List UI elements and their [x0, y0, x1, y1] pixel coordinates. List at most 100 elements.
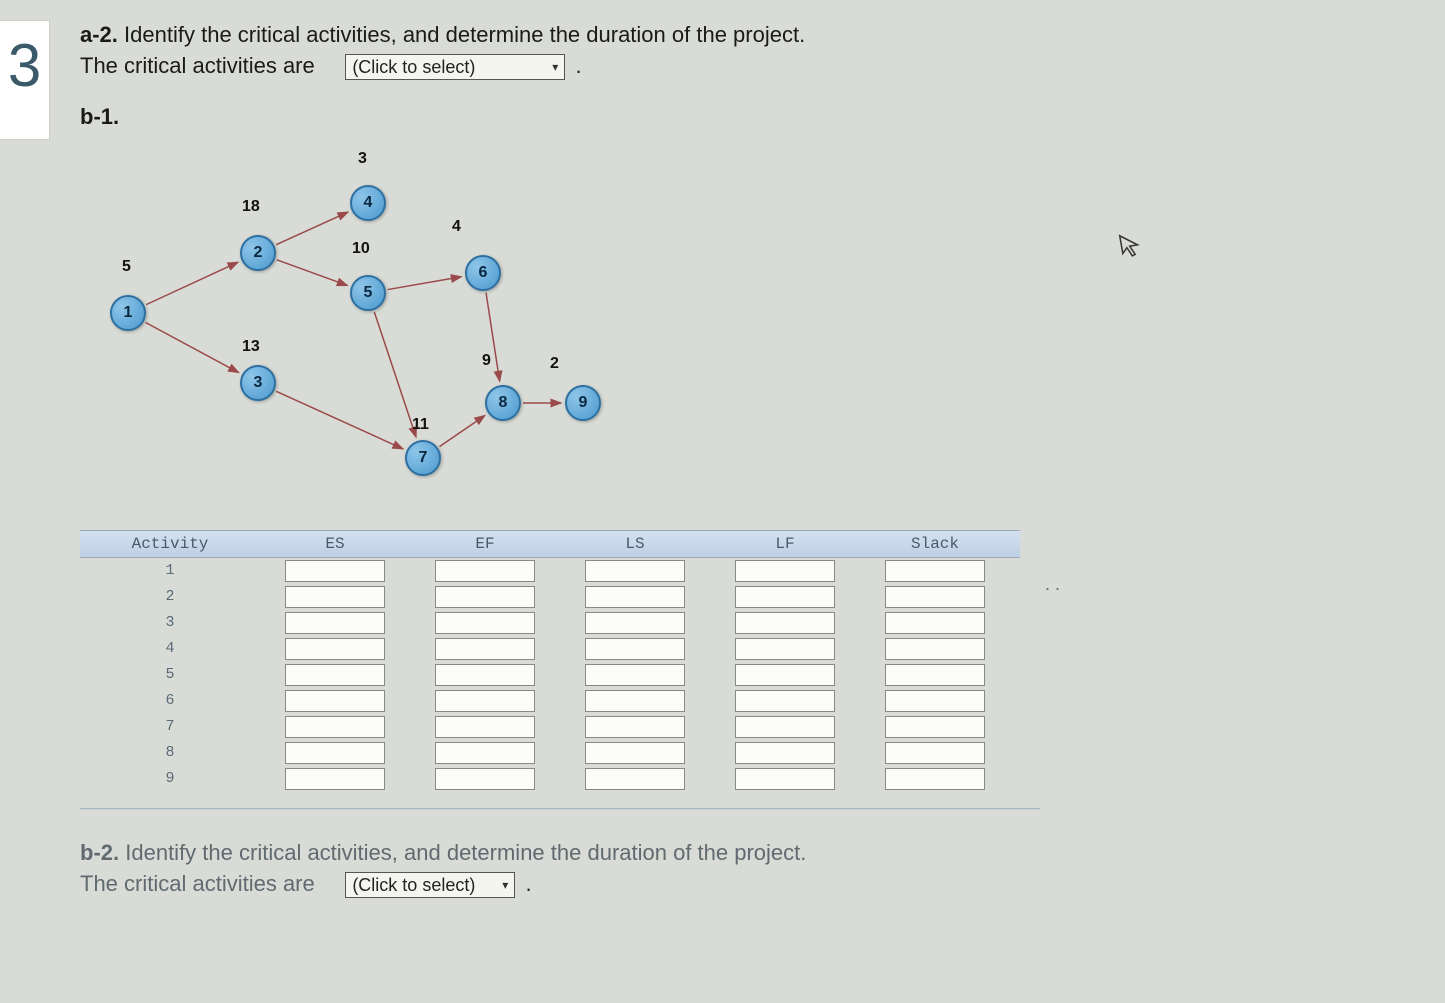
cell-input[interactable]: [435, 690, 535, 712]
cell-input[interactable]: [735, 716, 835, 738]
data-cell: [260, 768, 410, 790]
data-cell: [410, 560, 560, 582]
a2-select-placeholder: (Click to select): [352, 57, 475, 77]
cell-input[interactable]: [435, 742, 535, 764]
cell-input[interactable]: [435, 638, 535, 660]
cell-input[interactable]: [585, 716, 685, 738]
table-row: 5: [80, 662, 1020, 688]
data-cell: [560, 690, 710, 712]
b2-select[interactable]: (Click to select) ▾: [345, 872, 515, 898]
b2-question: b-2. Identify the critical activities, a…: [80, 838, 1405, 869]
node-7: 7: [405, 440, 441, 476]
activity-cell: 5: [80, 666, 260, 683]
network-diagram: 123456789 5181331041192: [90, 140, 710, 510]
cell-input[interactable]: [285, 638, 385, 660]
data-cell: [410, 716, 560, 738]
cell-input[interactable]: [735, 742, 835, 764]
node-1: 1: [110, 295, 146, 331]
b2-block: b-2. Identify the critical activities, a…: [80, 838, 1405, 898]
cell-input[interactable]: [285, 742, 385, 764]
duration-label: 3: [358, 150, 367, 168]
a2-select[interactable]: (Click to select) ▾: [345, 54, 565, 80]
cell-input[interactable]: [885, 742, 985, 764]
cell-input[interactable]: [735, 560, 835, 582]
question-number-stub: 3: [0, 20, 50, 140]
cell-input[interactable]: [285, 664, 385, 686]
data-cell: [560, 768, 710, 790]
edge-7-8: [439, 415, 484, 446]
cell-input[interactable]: [885, 716, 985, 738]
duration-label: 2: [550, 355, 559, 373]
cell-input[interactable]: [585, 742, 685, 764]
data-cell: [710, 586, 860, 608]
cell-input[interactable]: [435, 768, 535, 790]
cell-input[interactable]: [585, 612, 685, 634]
cell-input[interactable]: [735, 690, 835, 712]
cell-input[interactable]: [585, 690, 685, 712]
duration-label: 11: [412, 416, 429, 434]
cell-input[interactable]: [735, 768, 835, 790]
cell-input[interactable]: [435, 586, 535, 608]
cell-input[interactable]: [285, 690, 385, 712]
a2-subline: The critical activities are (Click to se…: [80, 53, 1405, 80]
cell-input[interactable]: [285, 768, 385, 790]
data-cell: [860, 768, 1010, 790]
diagram-edges: [90, 140, 710, 510]
node-4: 4: [350, 185, 386, 221]
table-header-row: Activity ES EF LS LF Slack: [80, 530, 1020, 558]
b2-subline: The critical activities are (Click to se…: [80, 871, 1405, 898]
table-body: 123456789: [80, 558, 1020, 792]
cell-input[interactable]: [435, 612, 535, 634]
table-row: 1: [80, 558, 1020, 584]
edge-5-6: [388, 277, 462, 290]
node-5: 5: [350, 275, 386, 311]
cell-input[interactable]: [735, 638, 835, 660]
edge-1-2: [146, 262, 238, 304]
node-6: 6: [465, 255, 501, 291]
cell-input[interactable]: [585, 560, 685, 582]
data-cell: [860, 612, 1010, 634]
table-row: 4: [80, 636, 1020, 662]
data-cell: [710, 664, 860, 686]
data-cell: [860, 560, 1010, 582]
table-row: 2: [80, 584, 1020, 610]
cell-input[interactable]: [885, 664, 985, 686]
cell-input[interactable]: [285, 612, 385, 634]
cell-input[interactable]: [285, 716, 385, 738]
cell-input[interactable]: [585, 768, 685, 790]
edge-3-7: [276, 391, 403, 449]
data-cell: [860, 716, 1010, 738]
cell-input[interactable]: [885, 690, 985, 712]
cell-input[interactable]: [435, 716, 535, 738]
data-cell: [860, 742, 1010, 764]
a2-text: Identify the critical activities, and de…: [124, 22, 805, 47]
data-cell: [410, 690, 560, 712]
edge-2-5: [277, 260, 348, 286]
cell-input[interactable]: [585, 664, 685, 686]
cell-input[interactable]: [585, 638, 685, 660]
cell-input[interactable]: [885, 638, 985, 660]
cell-input[interactable]: [885, 612, 985, 634]
data-cell: [710, 638, 860, 660]
cell-input[interactable]: [435, 560, 535, 582]
period-text: .: [575, 53, 581, 78]
data-cell: [560, 612, 710, 634]
cell-input[interactable]: [735, 586, 835, 608]
section-divider: [80, 808, 1040, 810]
cell-input[interactable]: [735, 612, 835, 634]
b2-select-placeholder: (Click to select): [352, 875, 475, 895]
cell-input[interactable]: [885, 586, 985, 608]
data-cell: [410, 586, 560, 608]
cell-input[interactable]: [885, 768, 985, 790]
a2-question: a-2. Identify the critical activities, a…: [80, 20, 1405, 51]
node-9: 9: [565, 385, 601, 421]
edge-2-4: [276, 212, 348, 245]
data-cell: [560, 586, 710, 608]
th-ls: LS: [560, 535, 710, 553]
cell-input[interactable]: [435, 664, 535, 686]
cell-input[interactable]: [285, 560, 385, 582]
cell-input[interactable]: [735, 664, 835, 686]
cell-input[interactable]: [885, 560, 985, 582]
cell-input[interactable]: [285, 586, 385, 608]
cell-input[interactable]: [585, 586, 685, 608]
